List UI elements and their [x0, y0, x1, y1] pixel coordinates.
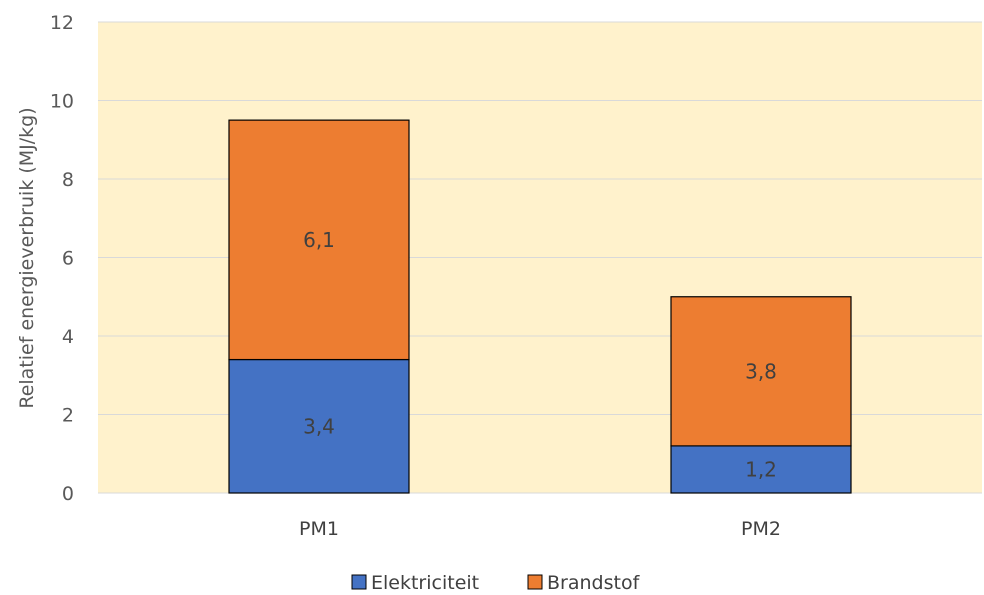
y-tick-label: 6 [62, 248, 74, 270]
data-label: 6,1 [303, 228, 335, 252]
y-axis-label: Relatief energieverbruik (MJ/kg) [16, 107, 38, 408]
legend-label: Brandstof [547, 572, 641, 594]
y-tick-label: 2 [62, 405, 74, 427]
x-category-label: PM2 [741, 518, 781, 540]
data-label: 3,8 [745, 359, 777, 383]
y-tick-label: 0 [62, 483, 74, 505]
y-tick-label: 8 [62, 169, 74, 191]
y-tick-label: 4 [62, 326, 74, 348]
legend-swatch [527, 574, 543, 590]
bar-brandstof-pm1 [228, 119, 410, 361]
legend-label: Elektriciteit [371, 572, 479, 594]
data-label: 3,4 [303, 414, 335, 438]
x-category-label: PM1 [299, 518, 339, 540]
data-label: 1,2 [745, 457, 777, 481]
legend-swatch [351, 574, 367, 590]
bar-brandstof-pm2 [670, 296, 852, 447]
bars: 3,4 6,1 1,2 3,8 [228, 119, 852, 494]
x-axis-categories: PM1 PM2 [299, 518, 781, 540]
y-tick-label: 10 [50, 91, 74, 113]
legend: Elektriciteit Brandstof [351, 572, 641, 594]
y-tick-label: 12 [50, 12, 74, 34]
y-axis-ticks: 0 2 4 6 8 10 12 [50, 12, 74, 505]
bar-elektriciteit-pm2 [670, 445, 852, 494]
